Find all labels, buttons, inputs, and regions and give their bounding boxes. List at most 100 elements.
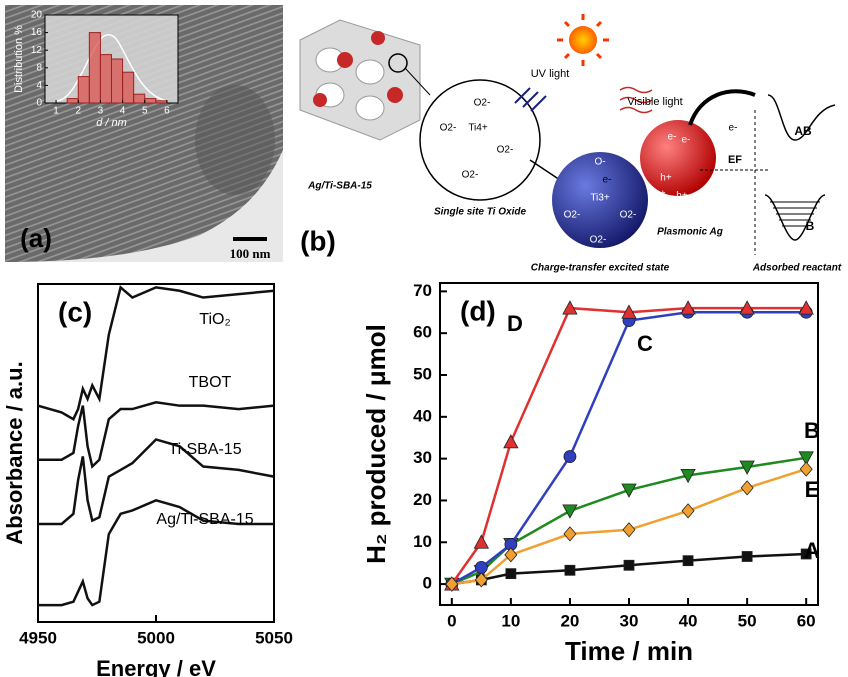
y-tick-label: 0 <box>36 98 42 109</box>
y-tick-label: 16 <box>31 27 43 38</box>
panel-label: (c) <box>58 296 92 327</box>
x-tick-label: 60 <box>797 611 816 630</box>
series-label: A <box>804 538 820 563</box>
x-tick-label: 5 <box>142 106 148 117</box>
fermi-label: EF <box>728 154 742 166</box>
ion-label: h+ <box>660 173 672 184</box>
point <box>622 522 636 538</box>
series-label: D <box>507 311 523 336</box>
panel-label: (b) <box>300 225 336 256</box>
bar <box>155 100 168 104</box>
ion-label: O2- <box>497 145 514 156</box>
ion-label: O- <box>594 157 605 168</box>
point <box>739 460 755 475</box>
bar <box>66 98 79 104</box>
point <box>621 304 637 319</box>
panel-label: (d) <box>460 295 496 326</box>
x-tick-label: 20 <box>560 611 579 630</box>
point <box>562 504 578 519</box>
series-label: Ag/Ti-SBA-15 <box>156 511 253 528</box>
zoom-line <box>404 67 431 96</box>
series-label: E <box>805 477 820 502</box>
ion-label: h+ <box>654 189 666 200</box>
x-tick-label: 30 <box>620 611 639 630</box>
support-label: Ag/Ti-SBA-15 <box>307 181 372 192</box>
sun <box>557 14 609 66</box>
point <box>621 483 637 498</box>
y-tick-label: 8 <box>36 62 42 73</box>
uv-arrows <box>514 87 547 112</box>
x-tick-label: 3 <box>98 106 104 117</box>
ab-label: AB <box>794 124 812 138</box>
point <box>474 572 488 588</box>
ion-label: e- <box>668 132 677 143</box>
bar <box>133 93 146 104</box>
point <box>800 548 812 560</box>
y-tick-label: 20 <box>413 490 432 509</box>
x-tick-label: 0 <box>447 611 456 630</box>
point <box>680 300 696 315</box>
x-tick-label: 5000 <box>137 628 175 647</box>
reactant-label: Adsorbed reactant <box>752 263 842 274</box>
b-label: B <box>806 219 815 233</box>
point <box>741 551 753 562</box>
x-tick-label: 1 <box>53 106 59 117</box>
bar <box>122 71 135 104</box>
y-tick-label: 70 <box>413 281 432 300</box>
panel-label: (a) <box>20 223 52 253</box>
ion-label: O2- <box>620 210 637 221</box>
x-tick-label: 5050 <box>255 628 293 647</box>
y-tick-label: 0 <box>423 574 432 593</box>
visible-label: Visible light <box>627 96 682 108</box>
site-label: Single site Ti Oxide <box>434 207 527 218</box>
series-label: B <box>804 418 820 443</box>
point <box>473 534 490 549</box>
uv-label: UV light <box>531 68 570 80</box>
bar <box>111 58 124 104</box>
ion-label: e- <box>729 123 738 134</box>
ag-sphere <box>640 120 716 196</box>
point <box>680 468 696 484</box>
y-tick-label: 30 <box>413 448 432 467</box>
series-label: TiO₂ <box>199 311 230 328</box>
x-axis-label: Energy / eV <box>96 656 216 677</box>
bar <box>144 98 157 104</box>
y-tick-label: 4 <box>36 80 42 91</box>
point <box>563 450 577 463</box>
ion-label: O2- <box>590 235 607 246</box>
b-curve <box>764 194 826 241</box>
series-line <box>38 438 275 526</box>
ion-label: e- <box>682 135 691 146</box>
electron-arrow <box>688 89 756 126</box>
zoom-marker <box>388 53 408 73</box>
point <box>504 547 518 563</box>
point <box>740 480 754 496</box>
ion-label: O2- <box>440 123 457 134</box>
y-axis-label: Distribution % <box>13 25 25 93</box>
series-line <box>451 467 807 586</box>
series-label: C <box>637 331 653 356</box>
ion-label: e- <box>603 175 612 186</box>
y-tick-label: 50 <box>413 364 432 383</box>
x-axis-label: Time / min <box>565 636 693 666</box>
x-tick-label: 10 <box>501 611 520 630</box>
bar <box>99 54 112 104</box>
point <box>503 434 519 449</box>
bar <box>77 76 90 104</box>
ti-sphere <box>552 152 648 248</box>
point <box>682 555 694 567</box>
scale-bar-label: 100 nm <box>230 246 271 261</box>
point <box>563 526 577 542</box>
ion-label: O2- <box>474 98 491 109</box>
point <box>739 300 755 315</box>
ab-curve <box>767 94 836 141</box>
x-tick-label: 4950 <box>19 628 57 647</box>
y-tick-label: 40 <box>413 406 432 425</box>
x-tick-label: 4 <box>120 106 126 117</box>
point <box>798 300 814 315</box>
point <box>505 568 517 580</box>
x-tick-label: 6 <box>164 106 170 117</box>
x-tick-label: 2 <box>75 106 81 117</box>
bar <box>88 32 101 104</box>
